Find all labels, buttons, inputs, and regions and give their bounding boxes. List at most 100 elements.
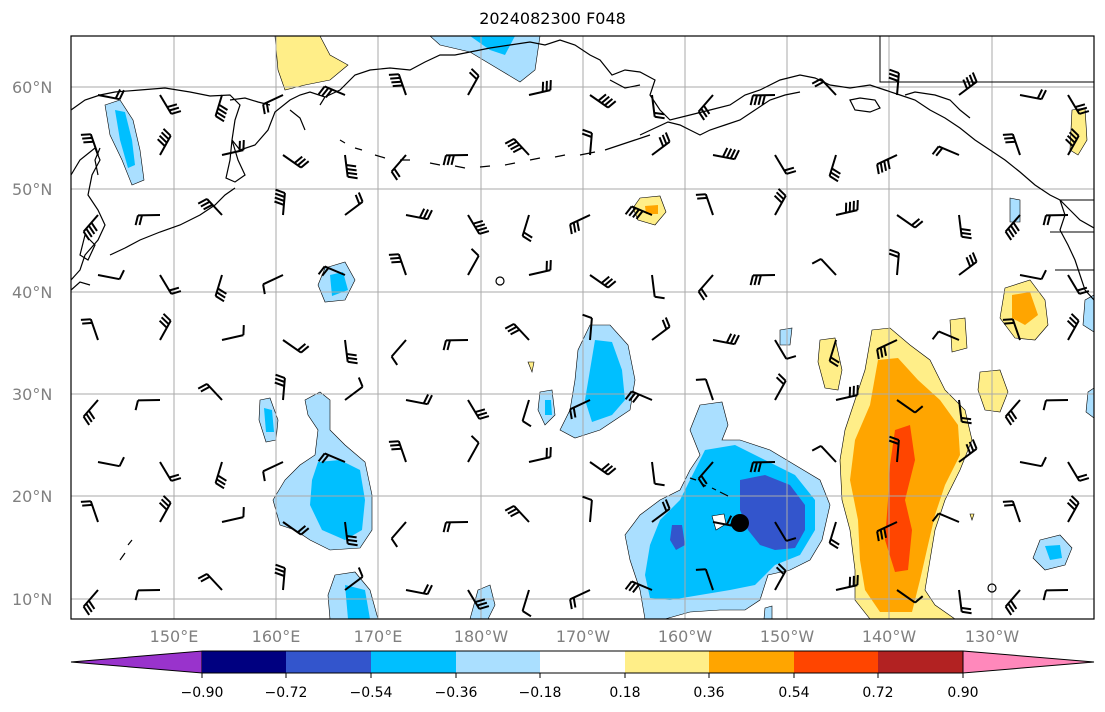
wind-barb-feather: [85, 603, 93, 613]
wind-barb-feather: [914, 405, 924, 414]
colorbar-swatch: [625, 651, 709, 673]
wind-barb-feather: [118, 89, 125, 100]
wind-barb-feather: [569, 599, 573, 610]
wind-barb-feather: [346, 535, 357, 539]
wind-barb-feather: [1066, 501, 1076, 511]
wind-barb-feather: [169, 106, 180, 112]
wind-barb-feather: [960, 228, 971, 232]
wind-barb: [159, 320, 172, 341]
wind-barb-feather: [632, 393, 640, 404]
wind-barb-feather: [171, 290, 182, 295]
wind-barb-feather: [442, 155, 447, 166]
wind-barb-feather: [274, 192, 285, 198]
wind-barb-feather: [695, 568, 706, 571]
lat-label-40n: 40°N: [12, 283, 52, 302]
colorbar-tick-label: 0.90: [947, 685, 978, 701]
wind-barb-feather: [80, 500, 91, 503]
wind-barb-feather: [1077, 473, 1088, 479]
wind-barb: [774, 339, 788, 360]
wind-barb-feather: [1070, 313, 1080, 322]
wind-barb-feather: [477, 226, 488, 232]
wind-barb-feather: [961, 235, 972, 240]
wind-barb-feather: [911, 218, 921, 227]
wind-barb-feather: [831, 167, 841, 175]
wind-barb-feather: [1068, 498, 1078, 507]
wind-barb: [467, 75, 480, 96]
wind-barb-feather: [961, 231, 972, 236]
wind-barb-feather: [446, 522, 451, 533]
wind-barb-feather: [472, 219, 484, 225]
wind-barb-feather: [757, 274, 762, 286]
wind-barb: [820, 258, 837, 276]
political-borders: [879, 36, 1094, 271]
wind-barb-feather: [468, 71, 478, 80]
wind-barb-feather: [786, 355, 797, 360]
wind-barb: [651, 461, 656, 484]
wind-barb: [467, 442, 480, 463]
wind-barb: [262, 274, 284, 286]
wind-barb-feather: [777, 188, 787, 197]
wind-barb: [1067, 502, 1080, 523]
wind-barb-feather: [162, 313, 172, 322]
longitude-labels: 150°E 160°E 170°E 180°W 170°W 160°W 150°…: [150, 627, 1020, 646]
wind-barb-feather: [215, 482, 225, 490]
wind-barb-feather: [1007, 603, 1015, 613]
wind-barb-feather: [215, 115, 225, 123]
lat-label-10n: 10°N: [12, 590, 52, 609]
wind-barb-feather: [733, 149, 740, 160]
wind-barb-feather: [722, 147, 729, 158]
wind-barb-feather: [134, 215, 139, 226]
wind-barb-feather: [275, 373, 286, 380]
lon-label-140w: 140°W: [862, 627, 917, 646]
wind-barb-feather: [757, 94, 762, 106]
wind-barb-feather: [158, 501, 168, 511]
colorbar-swatch: [286, 651, 371, 673]
wind-barb-feather: [775, 376, 785, 385]
colorbar-swatch: [202, 651, 286, 673]
wind-barb-feather: [968, 441, 975, 452]
wind-barb-feather: [1036, 89, 1043, 99]
wind-barb-feather: [426, 209, 433, 220]
colorbar-swatch: [540, 651, 625, 673]
wind-barb-feather: [87, 600, 96, 610]
wind-barb-feather: [664, 132, 671, 143]
wind-barb-feather: [811, 258, 822, 265]
wind-barb-feather: [504, 323, 515, 330]
wind-barb-feather: [347, 356, 358, 361]
wind-barb-feather: [1066, 319, 1076, 329]
map-title: 2024082300 F048: [479, 9, 626, 28]
wind-barb-feather: [581, 132, 592, 138]
wind-barb-feather: [654, 111, 665, 116]
wind-barb-feather: [1040, 89, 1047, 100]
storm-center-marker: [731, 514, 749, 532]
wind-barb-feather: [475, 223, 486, 229]
wind-barb: [97, 274, 120, 281]
lat-label-30n: 30°N: [12, 385, 52, 404]
wind-barb-feather: [274, 200, 285, 206]
wind-barb-feather: [749, 462, 754, 473]
wind-barb-feather: [702, 105, 711, 115]
wind-barb-feather: [1007, 228, 1015, 238]
wind-barb-feather: [200, 575, 211, 583]
wind-barb-feather: [171, 477, 182, 482]
colorbar-tick-label: −0.18: [519, 685, 562, 701]
wind-barb-feather: [475, 408, 486, 414]
wind-barb-feather: [700, 108, 708, 118]
wind-barb-feather: [1004, 231, 1013, 241]
wind-barb-feather: [830, 356, 840, 364]
wind-barb-feather: [118, 269, 125, 280]
wind-barb-feather: [87, 225, 96, 235]
wind-barb: [344, 201, 364, 216]
wind-barb-feather: [169, 473, 180, 479]
wind-barb-feather: [138, 215, 143, 226]
wind-barb-feather: [158, 319, 168, 329]
wind-barb: [835, 394, 858, 401]
wind-barb-feather: [761, 94, 766, 106]
wind-barb-feather: [510, 328, 520, 336]
wind-barb-feather: [962, 79, 969, 90]
wind-barb-feather: [935, 147, 944, 157]
wind-barb-feather: [1004, 606, 1013, 616]
wind-barb-feather: [507, 140, 518, 148]
wind-barb-feather: [169, 286, 180, 292]
wind-barb: [390, 339, 407, 358]
